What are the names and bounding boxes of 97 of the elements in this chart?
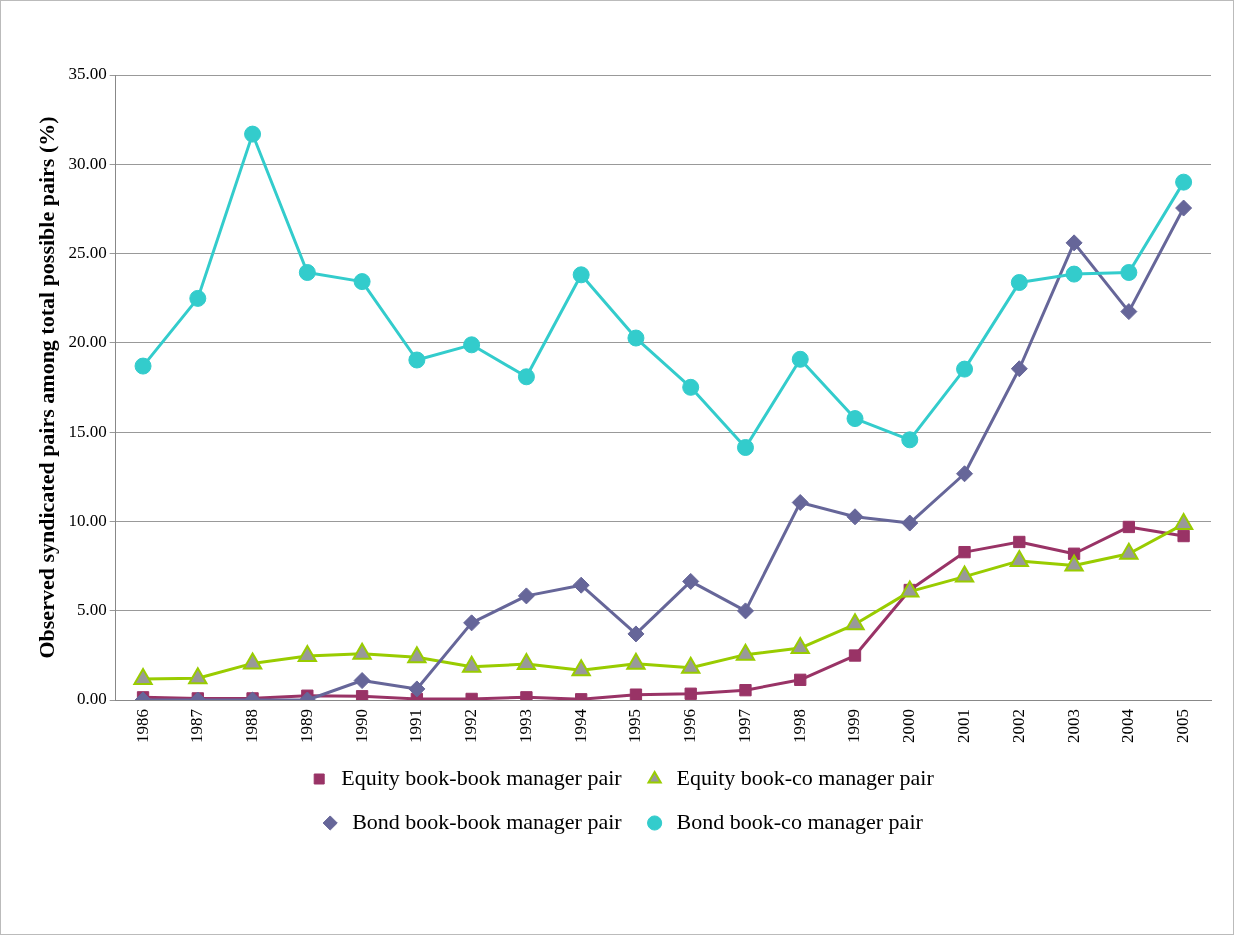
point xyxy=(901,431,919,449)
point xyxy=(682,572,700,590)
point xyxy=(627,329,645,347)
y-tick-label: 30.00 xyxy=(68,153,107,173)
point xyxy=(353,273,371,291)
x-tick-label: 1988 xyxy=(242,709,262,743)
point xyxy=(1175,199,1193,217)
point xyxy=(298,264,316,281)
x-tick-label: 1997 xyxy=(734,708,754,743)
x-tick-label: 1996 xyxy=(680,709,700,743)
point xyxy=(134,357,152,375)
x-tick-label: 1995 xyxy=(625,709,645,743)
y-tick-label: 25.00 xyxy=(68,243,107,263)
y-tick-label: 15.00 xyxy=(68,421,107,441)
point xyxy=(790,637,810,655)
point xyxy=(1175,173,1193,191)
y-tick-label: 0.00 xyxy=(76,689,107,709)
y-tick-label: 20.00 xyxy=(68,332,107,352)
x-tick-label: 1998 xyxy=(789,709,809,743)
legend-label: Bond book-book manager pair xyxy=(352,808,623,834)
point xyxy=(571,659,591,677)
point xyxy=(572,266,590,284)
x-tick-label: 1993 xyxy=(515,709,535,743)
point xyxy=(572,576,590,594)
legend-label: Bond book-co manager pair xyxy=(676,808,924,834)
x-tick-label: 2000 xyxy=(899,709,919,743)
point xyxy=(848,649,862,662)
point xyxy=(297,645,317,663)
point xyxy=(352,642,372,660)
point xyxy=(517,368,535,386)
x-tick-label: 1994 xyxy=(570,708,590,743)
point xyxy=(244,125,262,143)
point xyxy=(463,336,481,354)
point xyxy=(516,653,537,671)
y-axis-title: Observed syndicated pairs among total possible pairs (%) xyxy=(33,116,59,659)
point xyxy=(900,580,920,598)
y-tick-label: 35.00 xyxy=(68,64,107,84)
point xyxy=(1120,264,1138,281)
point xyxy=(461,655,482,673)
point xyxy=(958,545,971,559)
point xyxy=(846,410,864,428)
point xyxy=(736,602,754,620)
point xyxy=(956,465,974,483)
point xyxy=(791,350,809,368)
point xyxy=(1122,520,1136,534)
point xyxy=(463,614,481,632)
y-tick-label: 10.00 xyxy=(68,510,107,530)
point xyxy=(242,652,263,670)
x-tick-label: 2002 xyxy=(1008,709,1028,743)
point xyxy=(407,646,427,664)
point xyxy=(794,673,807,686)
point xyxy=(408,351,426,369)
point xyxy=(627,625,645,643)
x-tick-label: 1992 xyxy=(461,709,481,743)
x-tick-label: 1999 xyxy=(844,709,864,743)
x-tick-label: 1986 xyxy=(132,709,152,743)
x-tick-label: 2001 xyxy=(954,709,974,743)
x-tick-label: 2005 xyxy=(1173,709,1193,743)
x-tick-label: 1990 xyxy=(351,709,371,743)
point xyxy=(1065,265,1083,283)
point xyxy=(355,690,369,700)
point xyxy=(626,652,646,670)
point xyxy=(901,514,919,532)
point xyxy=(954,565,975,583)
point xyxy=(791,494,809,511)
point xyxy=(1010,274,1028,291)
point xyxy=(1177,529,1190,543)
point xyxy=(684,687,697,700)
point xyxy=(1009,549,1029,567)
point xyxy=(735,643,756,661)
point xyxy=(1010,360,1028,378)
legend-label: Equity book-co manager pair xyxy=(676,764,935,790)
point xyxy=(681,656,701,674)
point xyxy=(1119,542,1139,560)
point xyxy=(1173,513,1194,531)
point xyxy=(956,360,974,378)
point xyxy=(736,439,754,456)
point xyxy=(1065,234,1083,252)
point xyxy=(189,289,207,307)
x-tick-label: 1991 xyxy=(406,709,426,743)
point xyxy=(1120,303,1138,321)
x-tick-label: 1989 xyxy=(296,709,316,743)
x-tick-label: 2004 xyxy=(1118,708,1138,743)
x-tick-label: 1987 xyxy=(187,708,207,743)
point xyxy=(133,667,153,685)
point xyxy=(188,667,208,685)
point xyxy=(1064,554,1084,572)
point xyxy=(517,587,535,605)
point xyxy=(846,508,864,526)
legend-label: Equity book-book manager pair xyxy=(341,764,623,790)
point xyxy=(682,378,700,396)
x-tick-label: 2003 xyxy=(1063,709,1083,743)
point xyxy=(1013,535,1026,549)
point xyxy=(845,613,865,631)
y-tick-label: 5.00 xyxy=(76,600,107,620)
point xyxy=(629,688,643,700)
point xyxy=(408,680,426,698)
